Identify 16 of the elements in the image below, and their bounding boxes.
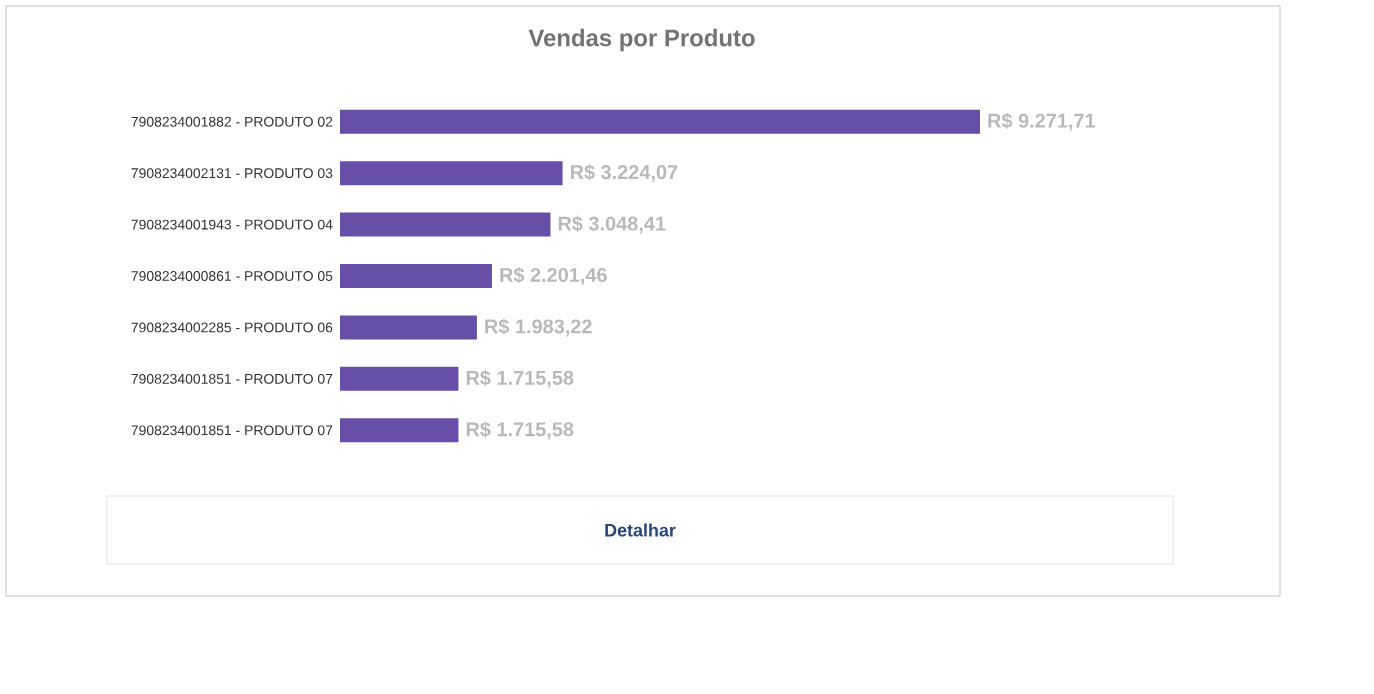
data-label: R$ 2.201,46 <box>500 267 607 285</box>
chart-title: Vendas por Produto <box>528 28 755 52</box>
bar <box>340 161 563 186</box>
bar <box>340 109 981 134</box>
bar <box>340 212 551 237</box>
data-label: R$ 1.715,58 <box>466 369 574 388</box>
data-label: R$ 1.983,22 <box>485 318 592 337</box>
bar <box>340 315 477 340</box>
text: Detalhar <box>605 523 676 537</box>
bar <box>340 418 459 443</box>
data-label: R$ 3.224,07 <box>570 164 678 183</box>
data-label: R$ 9.271,71 <box>988 112 1096 131</box>
bar <box>340 366 459 391</box>
data-label: R$ 1.715,58 <box>466 421 574 440</box>
data-label: R$ 3.048,41 <box>558 215 666 234</box>
bar <box>340 264 492 289</box>
